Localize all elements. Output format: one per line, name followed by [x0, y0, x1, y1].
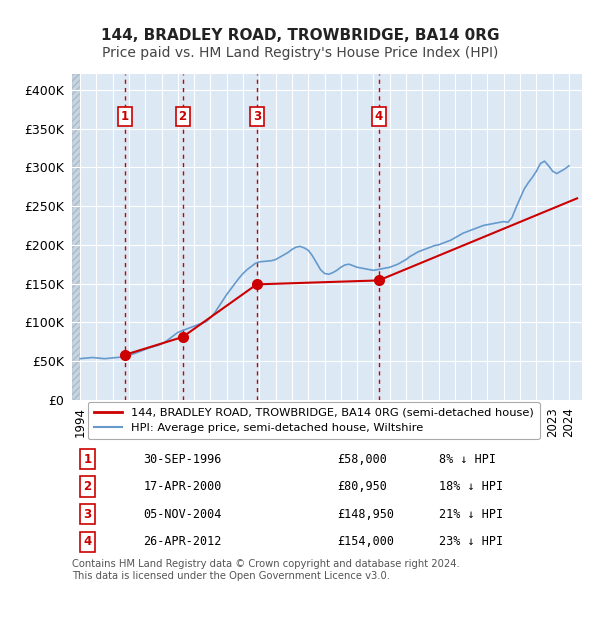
Text: 30-SEP-1996: 30-SEP-1996 — [143, 453, 222, 466]
Text: 18% ↓ HPI: 18% ↓ HPI — [439, 480, 503, 493]
Text: £80,950: £80,950 — [337, 480, 387, 493]
Text: 8% ↓ HPI: 8% ↓ HPI — [439, 453, 496, 466]
Text: £154,000: £154,000 — [337, 535, 394, 548]
Text: 1: 1 — [83, 453, 91, 466]
Text: 3: 3 — [253, 110, 261, 123]
Text: 3: 3 — [83, 508, 91, 521]
Text: 2: 2 — [179, 110, 187, 123]
Text: 2: 2 — [83, 480, 91, 493]
Text: £148,950: £148,950 — [337, 508, 394, 521]
Text: 17-APR-2000: 17-APR-2000 — [143, 480, 222, 493]
Text: £58,000: £58,000 — [337, 453, 387, 466]
Text: 23% ↓ HPI: 23% ↓ HPI — [439, 535, 503, 548]
Text: 4: 4 — [374, 110, 383, 123]
Legend: 144, BRADLEY ROAD, TROWBRIDGE, BA14 0RG (semi-detached house), HPI: Average pric: 144, BRADLEY ROAD, TROWBRIDGE, BA14 0RG … — [88, 402, 539, 439]
Text: 1: 1 — [121, 110, 129, 123]
Text: Price paid vs. HM Land Registry's House Price Index (HPI): Price paid vs. HM Land Registry's House … — [102, 46, 498, 61]
Text: 144, BRADLEY ROAD, TROWBRIDGE, BA14 0RG: 144, BRADLEY ROAD, TROWBRIDGE, BA14 0RG — [101, 28, 499, 43]
Text: Contains HM Land Registry data © Crown copyright and database right 2024.
This d: Contains HM Land Registry data © Crown c… — [72, 559, 460, 581]
Text: 26-APR-2012: 26-APR-2012 — [143, 535, 222, 548]
Text: 05-NOV-2004: 05-NOV-2004 — [143, 508, 222, 521]
Text: 4: 4 — [83, 535, 91, 548]
Text: 21% ↓ HPI: 21% ↓ HPI — [439, 508, 503, 521]
